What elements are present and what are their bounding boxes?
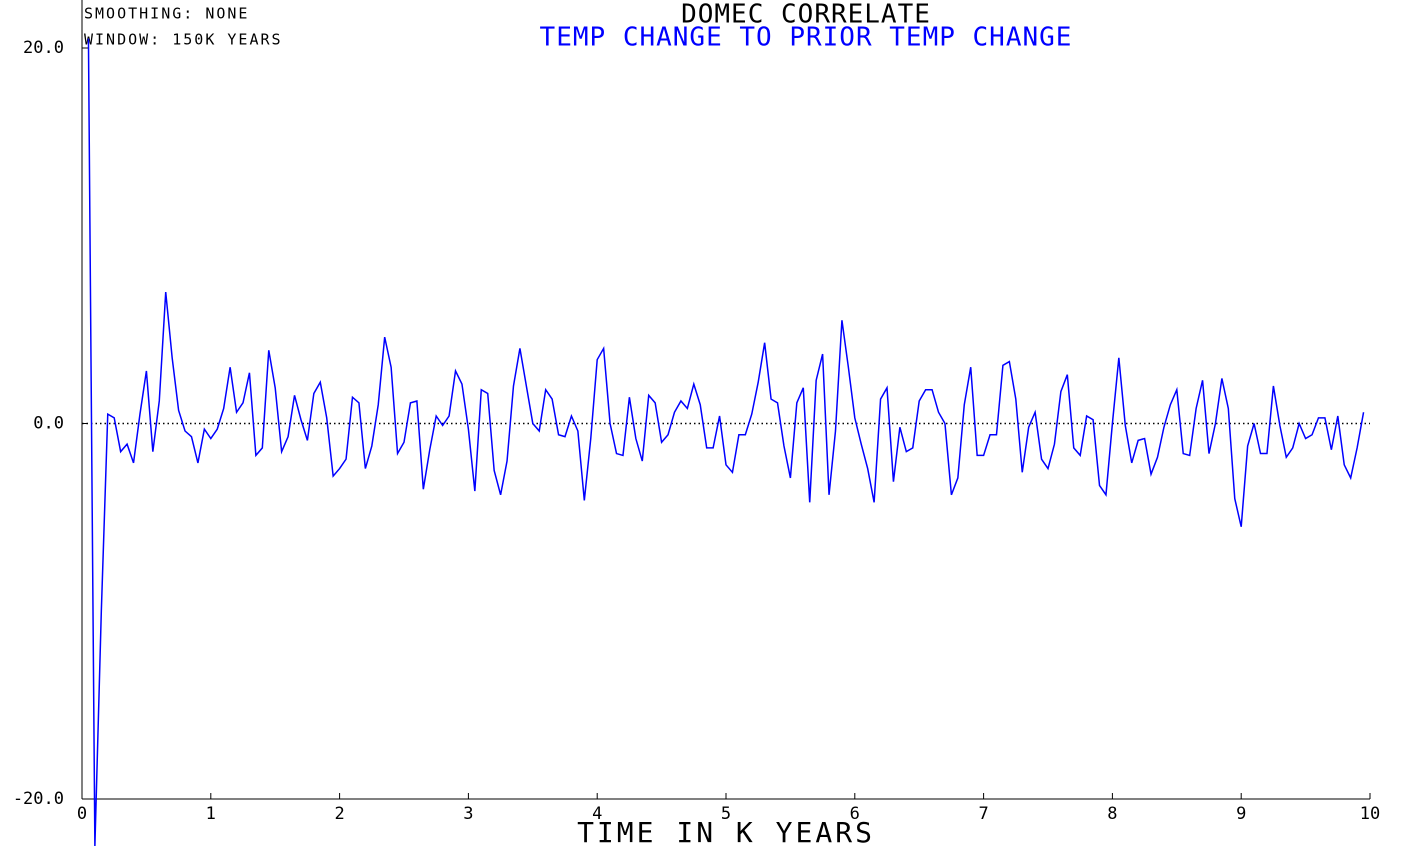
x-tick-label: 5	[721, 804, 731, 824]
x-tick-label: 4	[592, 804, 602, 824]
x-tick-label: 3	[463, 804, 473, 824]
x-tick-label: 1	[206, 804, 216, 824]
smoothing-note: SMOOTHING: NONE	[84, 5, 249, 23]
window-note: WINDOW: 150K YEARS	[84, 31, 283, 49]
x-tick-label: 7	[978, 804, 988, 824]
x-tick-label: 6	[850, 804, 860, 824]
x-tick-label: 0	[77, 804, 87, 824]
y-tick-label: 0.0	[33, 414, 64, 434]
x-tick-label: 9	[1236, 804, 1246, 824]
y-tick-label: 20.0	[23, 38, 64, 58]
y-tick-label: -20.0	[13, 789, 64, 809]
series-line	[87, 38, 1365, 846]
x-tick-label: 8	[1107, 804, 1117, 824]
chart-title: DOMEC CORRELATE	[681, 0, 931, 30]
x-axis-label: TIME IN K YEARS	[577, 816, 875, 849]
x-tick-label: 2	[334, 804, 344, 824]
chart-subtitle: TEMP CHANGE TO PRIOR TEMP CHANGE	[540, 23, 1073, 53]
x-tick-label: 10	[1360, 804, 1380, 824]
